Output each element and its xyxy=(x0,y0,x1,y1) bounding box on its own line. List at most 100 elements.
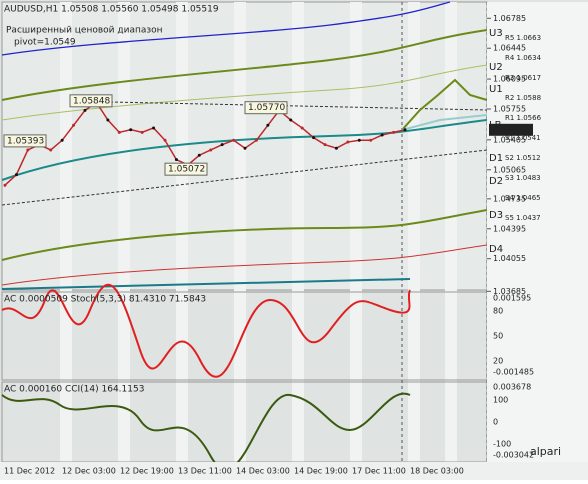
x-tick-label: 14 Dec 19:00 xyxy=(294,467,348,476)
price-point xyxy=(60,138,64,142)
price-point xyxy=(369,138,373,142)
y-tick-label: 1.04055 xyxy=(493,254,526,263)
price-point xyxy=(3,183,7,187)
level-label: U2 xyxy=(489,62,503,73)
price-point xyxy=(83,108,87,112)
price-point xyxy=(174,158,178,162)
indicator-axis: 20 xyxy=(493,357,503,366)
faint-level: S5 1.0437 xyxy=(505,214,541,222)
price-tag-label: 1.05848 xyxy=(73,96,110,106)
y-tick-label: 1.05065 xyxy=(493,165,526,174)
subtitle: Расширенный ценовой диапазон xyxy=(6,26,163,36)
price-point xyxy=(163,138,167,142)
x-tick-label: 13 Dec 11:00 xyxy=(178,467,232,476)
indicator-header: AC 0.0000509 Stoch(5,3,3) 81.4310 71.584… xyxy=(4,295,206,305)
x-tick-label: 11 Dec 2012 xyxy=(4,467,55,476)
y-tick-label: 1.06785 xyxy=(493,14,526,23)
indicator-axis: 0.001595 xyxy=(493,294,531,303)
price-point xyxy=(254,138,258,142)
price-tag-label: 1.05072 xyxy=(168,165,205,175)
current-price-box xyxy=(489,123,533,136)
price-tag-label: 1.05393 xyxy=(7,136,44,146)
level-label: D1 xyxy=(489,153,503,164)
indicator-axis: -100 xyxy=(493,440,511,449)
d3-line xyxy=(1,209,488,261)
brand: alpari xyxy=(530,445,561,458)
price-point xyxy=(197,153,201,157)
y-tick-label: 1.06095 xyxy=(493,75,526,84)
level-label: D3 xyxy=(489,210,503,221)
indicator-axis: -0.001485 xyxy=(493,368,534,377)
price-point xyxy=(312,136,316,140)
price-point xyxy=(266,123,270,127)
level-label: D2 xyxy=(489,176,503,187)
price-point xyxy=(403,128,407,132)
faint-level: R4 1.0634 xyxy=(505,54,542,62)
faint-level: R1 1.0566 xyxy=(505,114,542,122)
x-tick-label: 18 Dec 03:00 xyxy=(410,467,464,476)
price-point xyxy=(49,148,53,152)
indicator-axis: 80 xyxy=(493,307,503,316)
trend-line xyxy=(1,149,488,206)
indicator-axis: -0.003042 xyxy=(493,451,534,460)
price-point xyxy=(72,123,76,127)
trend-line xyxy=(109,101,488,111)
price-point xyxy=(300,126,304,130)
price-point xyxy=(209,148,213,152)
x-tick-label: 12 Dec 19:00 xyxy=(120,467,174,476)
cci-line xyxy=(1,392,411,471)
session-stripes xyxy=(60,2,457,462)
price-point xyxy=(243,146,247,150)
price-tag xyxy=(69,94,113,108)
price-point xyxy=(392,130,396,134)
price-point xyxy=(289,118,293,122)
price-point xyxy=(220,143,224,147)
forecast xyxy=(401,78,488,131)
indicator-axis: 100 xyxy=(493,396,508,405)
y-tick-label: 1.04395 xyxy=(493,224,526,233)
faint-level: S1 1.0541 xyxy=(505,134,541,142)
price-point xyxy=(14,173,18,177)
pivot-label: pivot=1.0549 xyxy=(14,38,76,48)
price-point xyxy=(129,128,133,132)
faint-level: R3 1.0617 xyxy=(505,74,541,82)
price-point xyxy=(140,130,144,134)
level-label: U3 xyxy=(489,28,503,39)
indicator-axis: 0.003678 xyxy=(493,383,531,392)
price-point xyxy=(232,138,236,142)
faint-level: S2 1.0512 xyxy=(505,154,541,162)
current-price: 1.05519 xyxy=(492,125,525,134)
faint-level: R5 1.0663 xyxy=(505,34,541,42)
faint-level: S4 1.0465 xyxy=(505,194,541,202)
price-axis-labels: 1.06785 1.06445 1.06095 1.05755 1.05405 1.050… xyxy=(493,14,526,296)
price-point xyxy=(152,126,156,130)
y-tick-label: 1.03685 xyxy=(493,287,526,296)
x-tick-label: 12 Dec 03:00 xyxy=(62,467,116,476)
upper-band xyxy=(1,1,451,56)
indicator-axis: 0 xyxy=(493,418,498,427)
price-point xyxy=(106,118,110,122)
ma-line xyxy=(1,119,488,181)
price-tag xyxy=(3,134,47,148)
y-tick-label: 1.05755 xyxy=(493,105,526,114)
price-point xyxy=(346,140,350,144)
chart-title: AUDUSD,H1 1.05508 1.05560 1.05498 1.0551… xyxy=(4,5,219,15)
level-label: D4 xyxy=(489,244,503,255)
price-point xyxy=(323,143,327,147)
x-tick-label: 17 Dec 11:00 xyxy=(352,467,406,476)
price-axis xyxy=(487,2,588,462)
u3-line xyxy=(1,29,488,101)
faint-level: S3 1.0483 xyxy=(505,174,541,182)
level-label: U1 xyxy=(489,84,503,95)
price-point xyxy=(334,146,338,150)
indicator-axis: 50 xyxy=(493,332,503,341)
x-tick-label: 14 Dec 03:00 xyxy=(236,467,290,476)
y-tick-label: 1.04735 xyxy=(493,194,526,203)
price-line xyxy=(4,101,406,186)
price-point xyxy=(380,133,384,137)
price-tag xyxy=(164,162,208,176)
price-tag-label: 1.05770 xyxy=(248,103,285,113)
lower-band xyxy=(1,278,411,290)
faint-level: R2 1.0588 xyxy=(505,94,541,102)
